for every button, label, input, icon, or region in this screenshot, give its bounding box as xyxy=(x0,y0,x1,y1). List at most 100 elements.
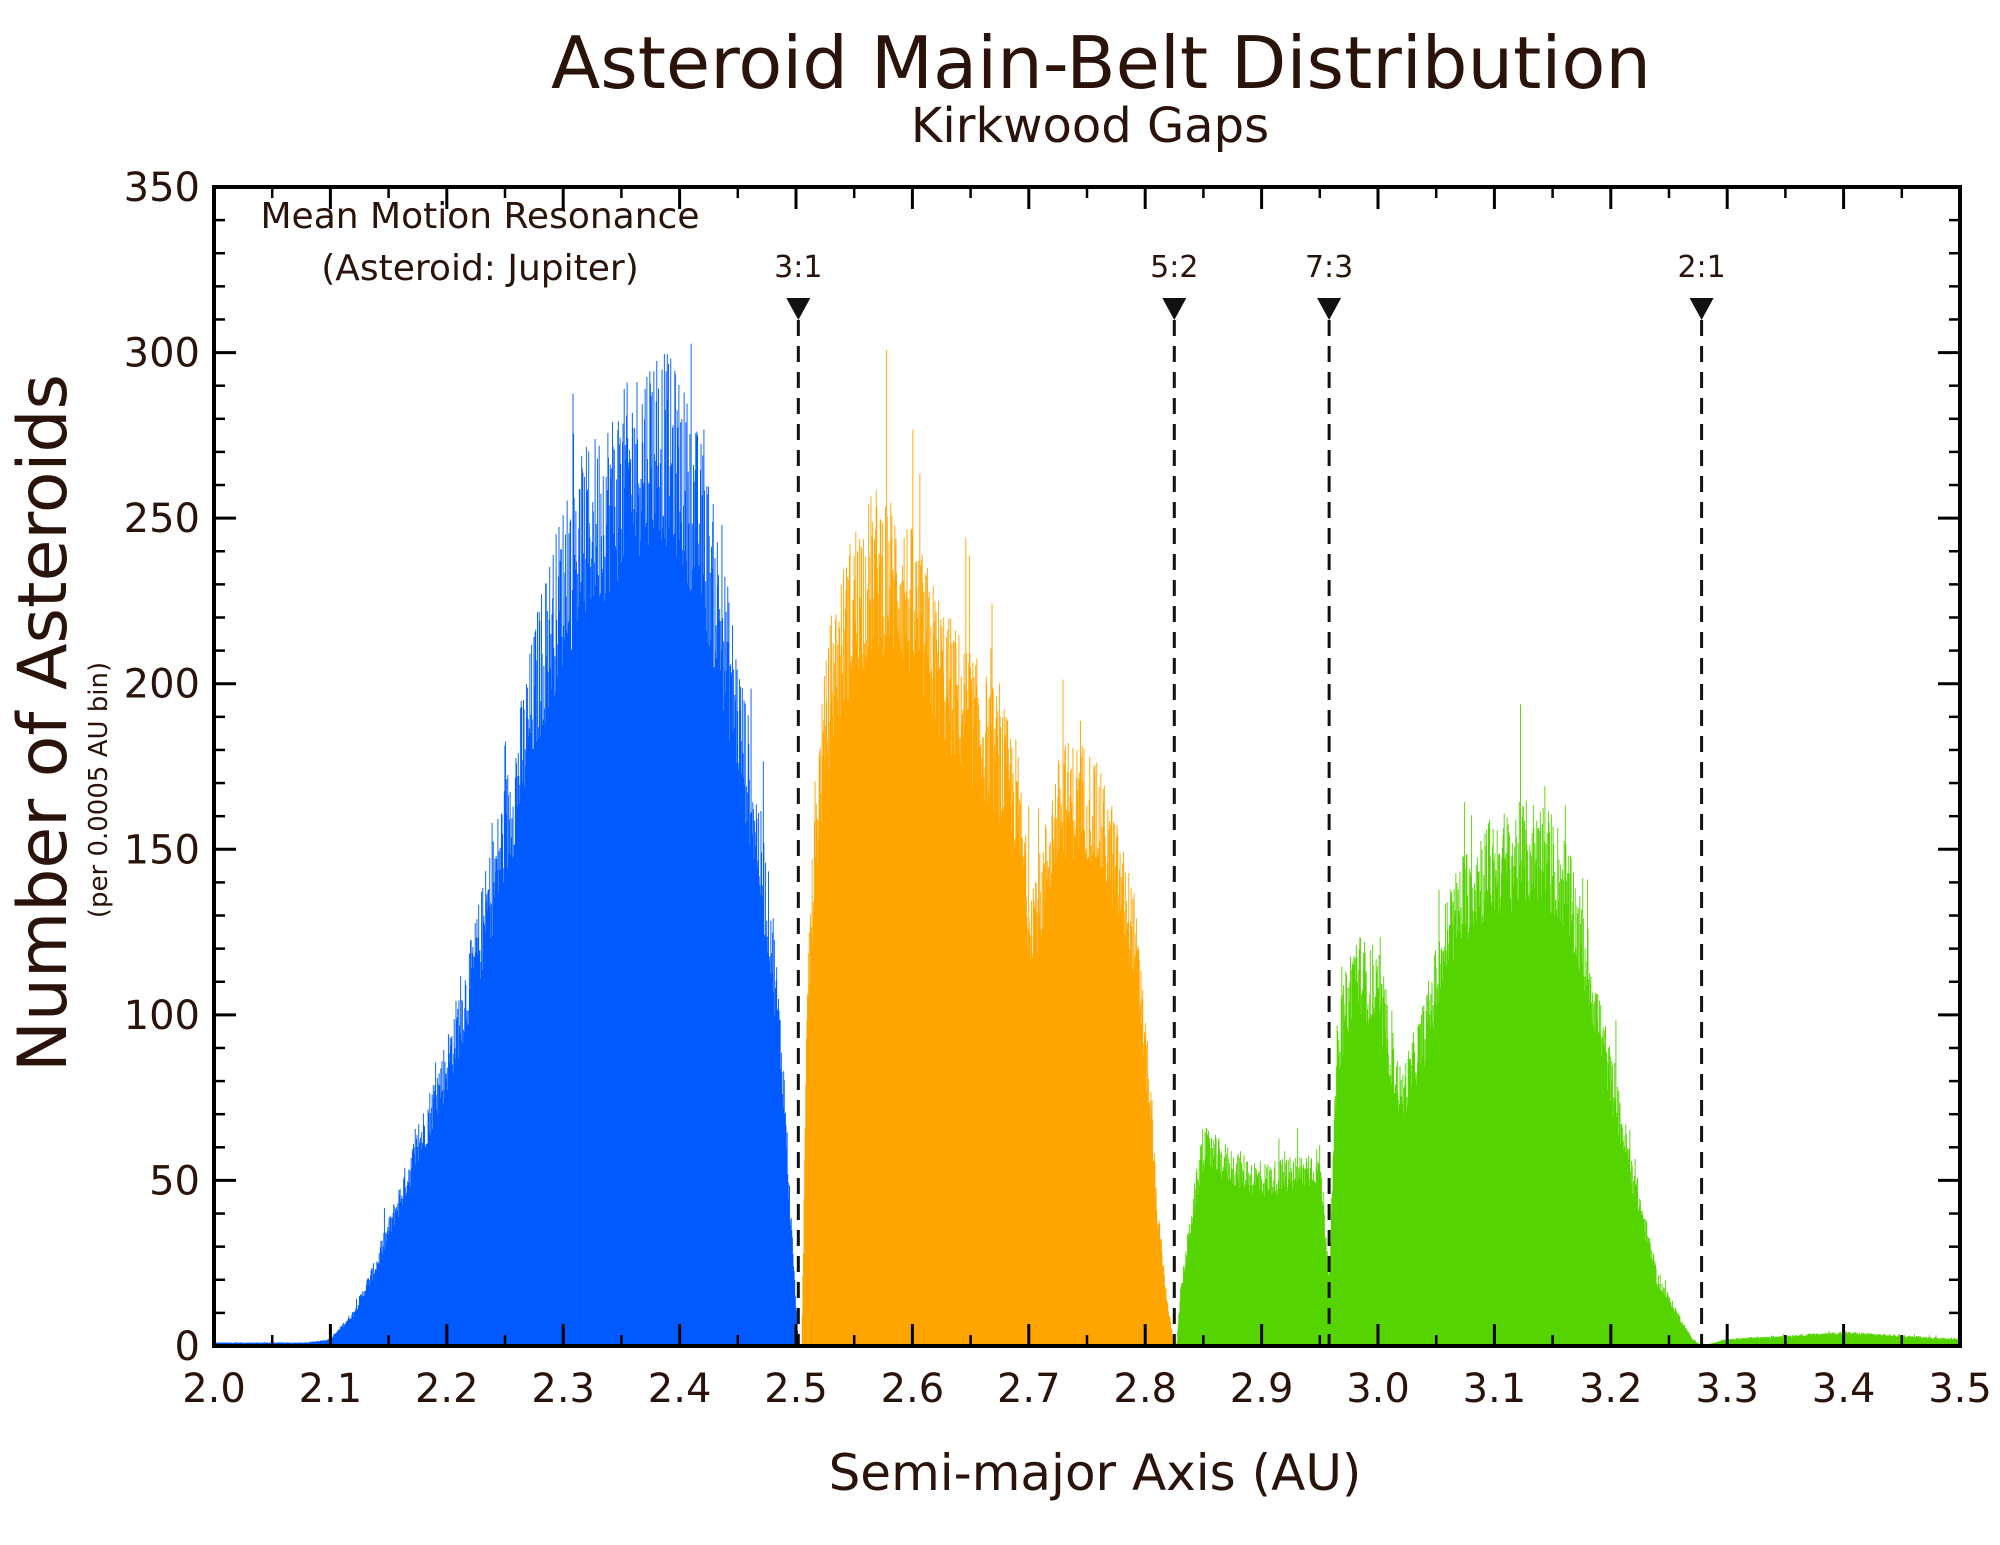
histogram-bar xyxy=(1277,1180,1279,1346)
histogram-bar xyxy=(1744,1338,1746,1346)
histogram-bar xyxy=(485,901,487,1346)
histogram-bar xyxy=(747,715,749,1346)
histogram-bar xyxy=(1509,868,1511,1346)
histogram-bar xyxy=(443,1049,445,1346)
histogram-bar xyxy=(1508,835,1510,1346)
histogram-bar xyxy=(1034,907,1035,1346)
histogram-bar xyxy=(1345,971,1347,1346)
histogram-bar xyxy=(1887,1335,1889,1346)
histogram-bar xyxy=(1528,895,1530,1346)
histogram-bar xyxy=(1737,1338,1739,1346)
histogram-bar xyxy=(607,432,609,1346)
histogram-bar xyxy=(386,1240,388,1346)
histogram-bar xyxy=(1270,1176,1272,1346)
histogram-bar xyxy=(1489,856,1491,1346)
histogram-bar xyxy=(1478,871,1480,1346)
histogram-bar xyxy=(896,573,898,1346)
histogram-bar xyxy=(1607,1048,1609,1346)
y-axis-sublabel: (per 0.0005 AU bin) xyxy=(84,662,114,918)
histogram-bar xyxy=(1462,856,1464,1346)
histogram-bar xyxy=(1602,1027,1604,1346)
histogram-bar xyxy=(1644,1218,1646,1346)
histogram-bar xyxy=(377,1262,379,1346)
histogram-bar xyxy=(594,562,595,1346)
histogram-bar xyxy=(1886,1336,1888,1346)
histogram-bar xyxy=(1536,828,1538,1346)
histogram-bar xyxy=(829,625,831,1346)
histogram-bar xyxy=(1086,805,1088,1346)
histogram-bar xyxy=(1943,1337,1945,1346)
histogram-bar xyxy=(1749,1337,1751,1346)
histogram-bar xyxy=(621,442,623,1347)
histogram-bar xyxy=(1169,1318,1171,1346)
histogram-bar xyxy=(882,656,884,1346)
histogram-bar xyxy=(736,669,738,1346)
histogram-bar xyxy=(1693,1340,1695,1346)
histogram-bar xyxy=(851,655,853,1346)
histogram-bar xyxy=(1107,809,1109,1346)
histogram-bar xyxy=(1954,1338,1956,1346)
histogram-bar xyxy=(534,631,536,1346)
histogram-bar xyxy=(1403,1112,1404,1346)
histogram-bar xyxy=(1217,1153,1219,1346)
histogram-bar xyxy=(1084,855,1086,1346)
histogram-bar xyxy=(1640,1211,1642,1346)
histogram-bar xyxy=(1211,1167,1213,1346)
histogram-bar xyxy=(520,707,522,1346)
histogram-bar xyxy=(1856,1333,1858,1346)
histogram-bar xyxy=(459,1025,460,1346)
histogram-bar xyxy=(541,653,543,1346)
histogram-bar xyxy=(1016,780,1017,1346)
histogram-bar xyxy=(1159,1241,1161,1346)
histogram-bar xyxy=(1048,885,1050,1346)
histogram-bar xyxy=(1129,949,1131,1346)
histogram-bar xyxy=(1560,864,1562,1346)
histogram-bar xyxy=(1049,845,1051,1346)
histogram-bar xyxy=(438,1073,440,1346)
histogram-bar xyxy=(1821,1334,1823,1346)
histogram-bar xyxy=(699,565,701,1346)
histogram-bar xyxy=(1027,928,1029,1346)
histogram-bar xyxy=(1300,1179,1301,1346)
histogram-bar xyxy=(1735,1339,1737,1346)
histogram-bar xyxy=(1338,1040,1340,1346)
histogram-bar xyxy=(1614,1097,1616,1346)
histogram-bar xyxy=(311,1341,313,1346)
histogram-bar xyxy=(1815,1335,1817,1346)
histogram-bar xyxy=(1518,900,1520,1346)
histogram-bar xyxy=(483,915,485,1346)
histogram-bar xyxy=(1799,1335,1801,1346)
histogram-bar xyxy=(1756,1336,1758,1346)
histogram-bar xyxy=(1814,1334,1816,1346)
histogram-bar xyxy=(1940,1338,1942,1346)
histogram-bar xyxy=(1563,880,1565,1346)
histogram-bar xyxy=(627,468,629,1346)
histogram-bar xyxy=(942,673,944,1346)
histogram-bar xyxy=(1220,1151,1222,1346)
histogram-bar xyxy=(1334,1095,1336,1346)
histogram-bar xyxy=(363,1291,365,1346)
histogram-bar xyxy=(404,1168,406,1346)
histogram-bar xyxy=(1461,923,1463,1346)
histogram-bar xyxy=(1865,1334,1867,1346)
histogram-bar xyxy=(489,902,491,1346)
histogram-bar xyxy=(1677,1313,1679,1346)
histogram-bar xyxy=(348,1315,350,1346)
histogram-bar xyxy=(818,755,820,1346)
histogram-bar xyxy=(939,669,941,1346)
histogram-bar xyxy=(1870,1333,1872,1346)
histogram-bar xyxy=(865,660,867,1346)
histogram-bar xyxy=(1683,1324,1685,1346)
histogram-bar xyxy=(677,446,679,1347)
histogram-bar xyxy=(1671,1300,1673,1346)
histogram-bar xyxy=(1136,950,1138,1346)
histogram-bar xyxy=(672,427,673,1347)
histogram-bar xyxy=(337,1330,339,1346)
histogram-bar xyxy=(1053,838,1055,1346)
histogram-bar xyxy=(1641,1210,1643,1346)
histogram-bar xyxy=(1360,1014,1362,1346)
histogram-bar xyxy=(715,652,717,1346)
histogram-bar xyxy=(1541,870,1543,1346)
histogram-bar xyxy=(722,709,724,1346)
histogram-bar xyxy=(1151,1108,1152,1346)
